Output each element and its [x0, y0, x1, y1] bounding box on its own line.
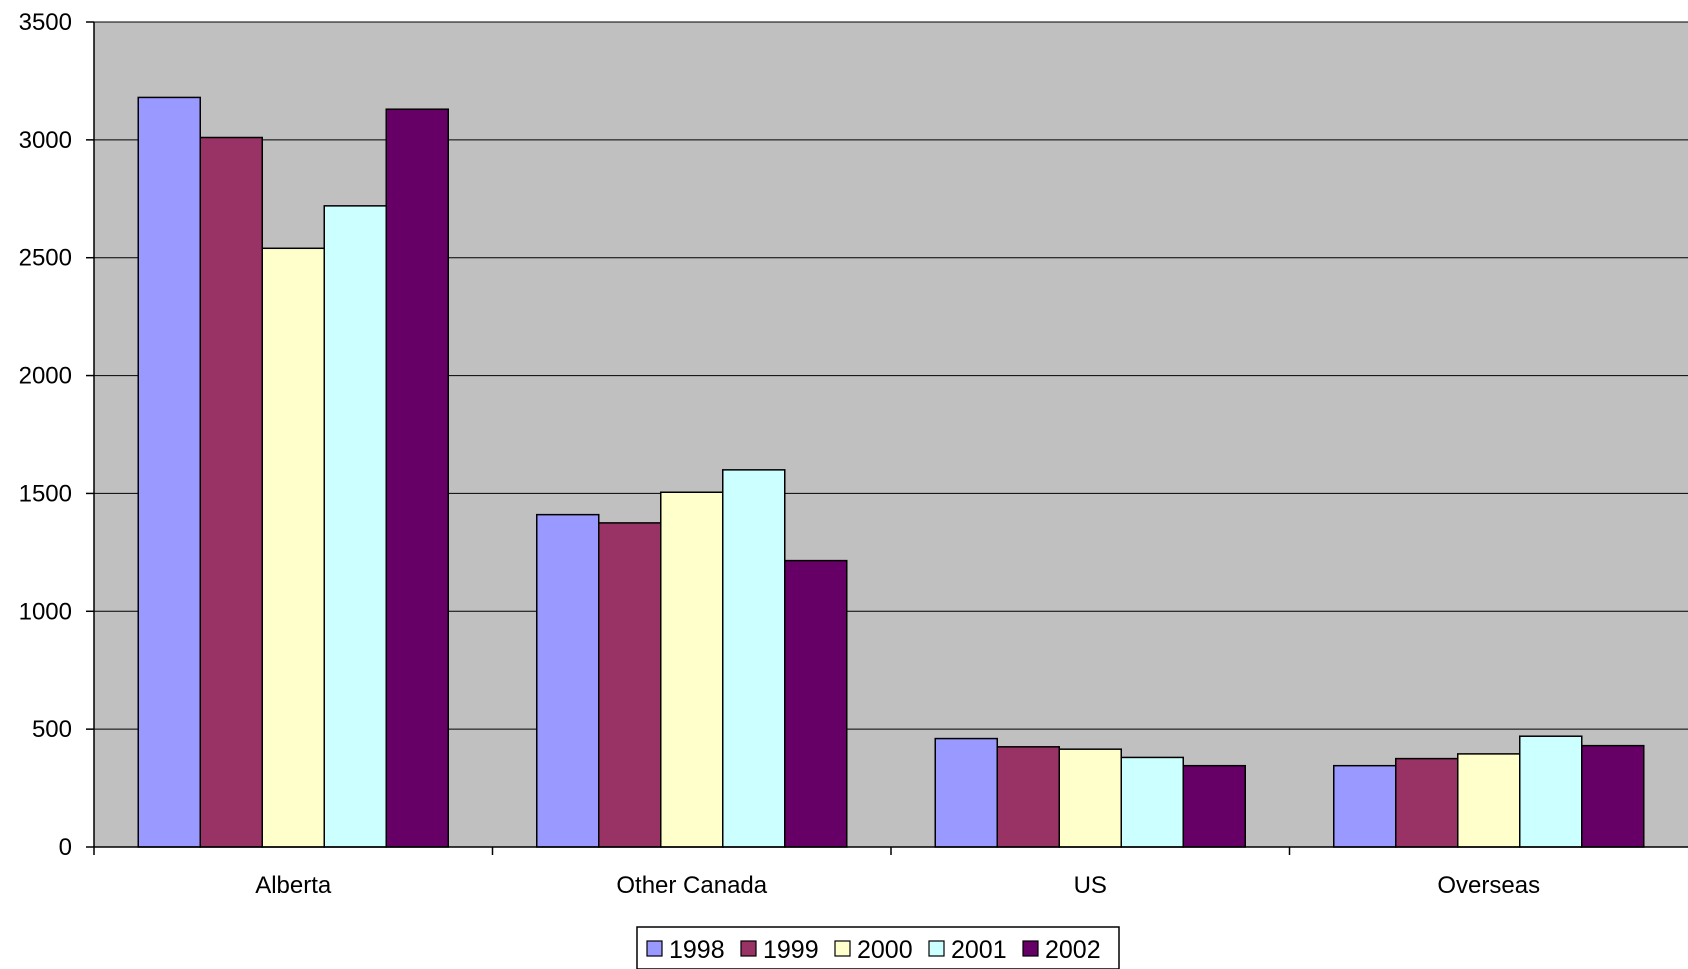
y-tick-label: 500 — [32, 716, 72, 743]
y-tick-label: 2000 — [19, 363, 72, 390]
legend-swatch-2000 — [834, 940, 851, 957]
y-tick-label: 2500 — [19, 245, 72, 272]
legend-label-1999: 1999 — [763, 936, 819, 964]
y-tick-label: 3500 — [19, 9, 72, 36]
bar-2001-overseas — [1519, 735, 1583, 848]
x-category-label: Alberta — [255, 872, 332, 899]
bar-2000-other-canada — [660, 491, 724, 848]
bar-2001-alberta — [323, 205, 387, 848]
bar-2002-other-canada — [784, 559, 848, 848]
bar-1999-alberta — [199, 136, 263, 848]
bar-2002-us — [1182, 764, 1246, 848]
bar-2000-alberta — [261, 247, 325, 848]
legend-swatch-2002 — [1022, 940, 1039, 957]
bar-2002-overseas — [1581, 744, 1645, 848]
y-tick-label: 1000 — [19, 598, 72, 625]
bar-2000-overseas — [1457, 753, 1521, 848]
bar-1998-other-canada — [536, 513, 600, 848]
bar-2001-other-canada — [722, 469, 786, 848]
x-category-label: US — [1074, 872, 1107, 899]
legend: 1998 1999 2000 2001 2002 — [636, 926, 1120, 969]
legend-label-2002: 2002 — [1045, 936, 1101, 964]
x-axis-categories: Alberta Other Canada US Overseas — [93, 847, 1540, 899]
bar-2000-us — [1058, 748, 1122, 848]
legend-swatch-2001 — [928, 940, 945, 957]
legend-label-1998: 1998 — [669, 936, 725, 964]
y-tick-label: 0 — [59, 834, 72, 861]
bar-2001-us — [1120, 756, 1184, 848]
x-category-label: Overseas — [1437, 872, 1540, 899]
legend-swatch-1998 — [646, 940, 663, 957]
bar-1998-alberta — [137, 96, 201, 848]
y-tick-label: 1500 — [19, 480, 72, 507]
x-category-label: Other Canada — [616, 872, 767, 899]
legend-box — [636, 926, 1120, 969]
bar-1998-overseas — [1333, 764, 1397, 848]
legend-swatch-1999 — [740, 940, 757, 957]
legend-label-2001: 2001 — [951, 936, 1007, 964]
y-tick-label: 3000 — [19, 127, 72, 154]
y-axis-ticks: 0 500 1000 1500 2000 2500 3000 3500 — [19, 9, 94, 861]
bar-1999-overseas — [1395, 757, 1459, 848]
bar-1999-other-canada — [598, 522, 662, 848]
legend-label-2000: 2000 — [857, 936, 913, 964]
bar-1999-us — [996, 746, 1060, 848]
bar-2002-alberta — [385, 108, 449, 848]
bar-1998-us — [934, 737, 998, 848]
